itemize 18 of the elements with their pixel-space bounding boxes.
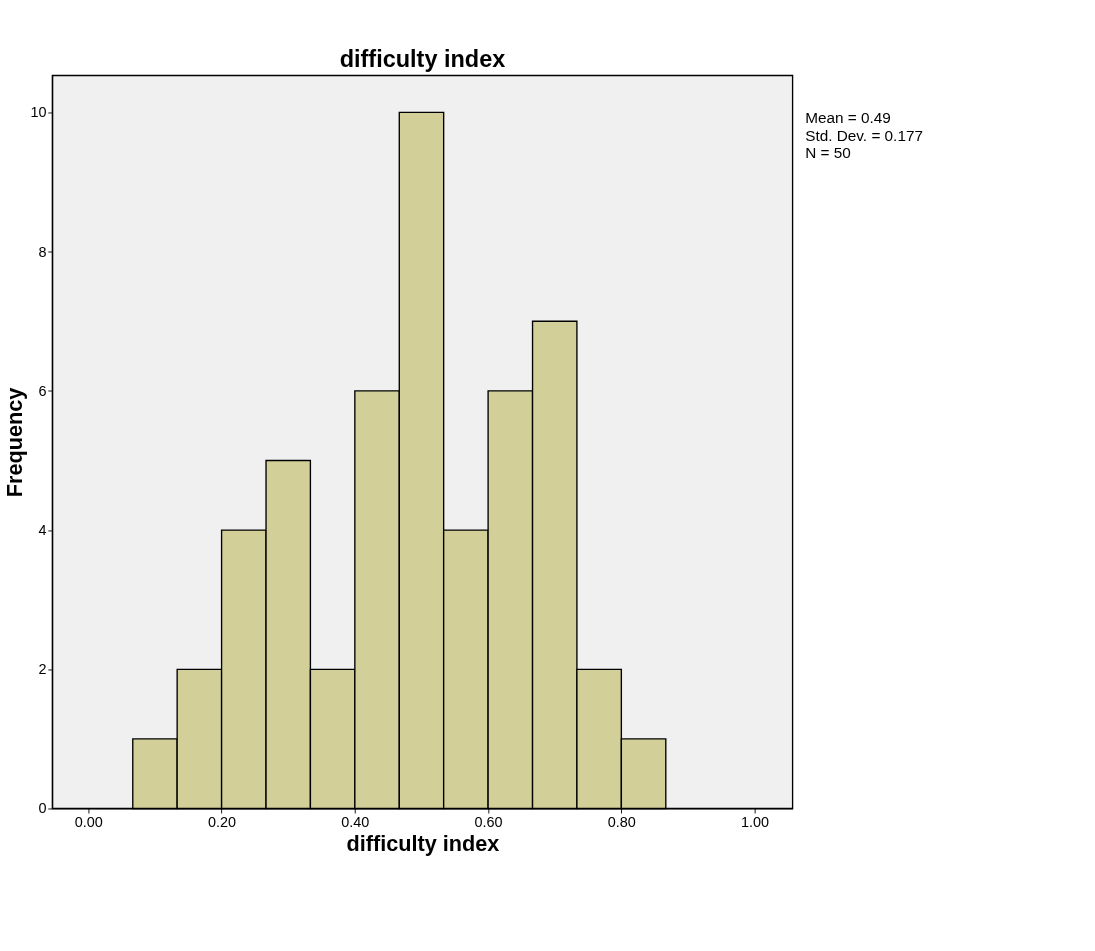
text: N = 50 xyxy=(805,143,851,161)
chart-title: difficulty index xyxy=(339,46,506,73)
y-tick-label: 10 xyxy=(30,104,47,121)
x-tick-label: 0.40 xyxy=(341,814,370,831)
x-tick-label: 0.00 xyxy=(74,814,103,831)
text: Std. Dev. = 0.177 xyxy=(805,126,923,144)
x-tick-label: 0.80 xyxy=(607,814,636,831)
y-tick-label: 2 xyxy=(38,661,47,678)
text: Mean = 0.49 xyxy=(805,109,891,127)
x-tick-label: 1.00 xyxy=(741,814,770,831)
x-axis-title: difficulty index xyxy=(346,830,500,856)
y-tick-label: 6 xyxy=(38,382,47,399)
y-tick-label: 8 xyxy=(38,243,47,260)
y-tick-label: 4 xyxy=(38,522,47,539)
x-tick-label: 0.20 xyxy=(207,814,237,831)
y-axis-title: Frequency xyxy=(2,387,28,498)
x-tick-label: 0.60 xyxy=(474,814,503,831)
y-tick-label: 0 xyxy=(38,800,47,817)
